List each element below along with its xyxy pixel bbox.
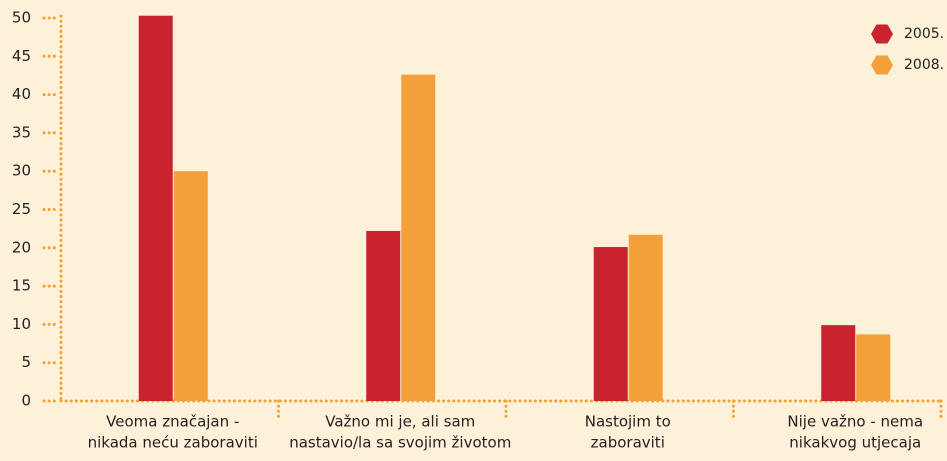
x-tick-label: Važno mi je, ali sam — [325, 413, 475, 431]
bar — [593, 247, 628, 401]
x-tick-label: nikada neću zaboraviti — [88, 434, 258, 452]
y-tick-label: 15 — [12, 277, 31, 295]
x-tick-label: nikakvog utjecaja — [789, 434, 921, 452]
y-tick-label: 30 — [12, 162, 31, 180]
y-tick-label: 40 — [12, 85, 31, 103]
x-tick-label: Nije važno - nema — [787, 413, 923, 431]
bar — [366, 230, 401, 401]
bar — [401, 74, 436, 402]
legend-label: 2008. — [904, 57, 944, 73]
bar — [173, 171, 208, 401]
bar — [628, 234, 663, 401]
bar — [138, 15, 173, 402]
legend-swatch — [871, 55, 893, 75]
y-tick-label: 0 — [21, 392, 31, 410]
y-tick-label: 25 — [12, 200, 31, 218]
x-tick-label: Nastojim to — [585, 413, 671, 431]
y-tick-label: 5 — [21, 353, 31, 371]
y-tick-label: 10 — [12, 315, 31, 333]
y-tick-label: 35 — [12, 123, 31, 141]
x-tick-label: zaboraviti — [591, 434, 665, 452]
y-tick-label: 50 — [12, 9, 31, 27]
legend-label: 2005. — [904, 26, 944, 42]
y-tick-label: 20 — [12, 238, 31, 256]
x-tick-label: nastavio/la sa svojim životom — [289, 434, 511, 452]
bar — [821, 325, 856, 401]
x-tick-label: Veoma značajan - — [106, 413, 239, 431]
legend-swatch — [871, 24, 893, 44]
bar — [856, 334, 891, 401]
y-tick-label: 45 — [12, 47, 31, 65]
